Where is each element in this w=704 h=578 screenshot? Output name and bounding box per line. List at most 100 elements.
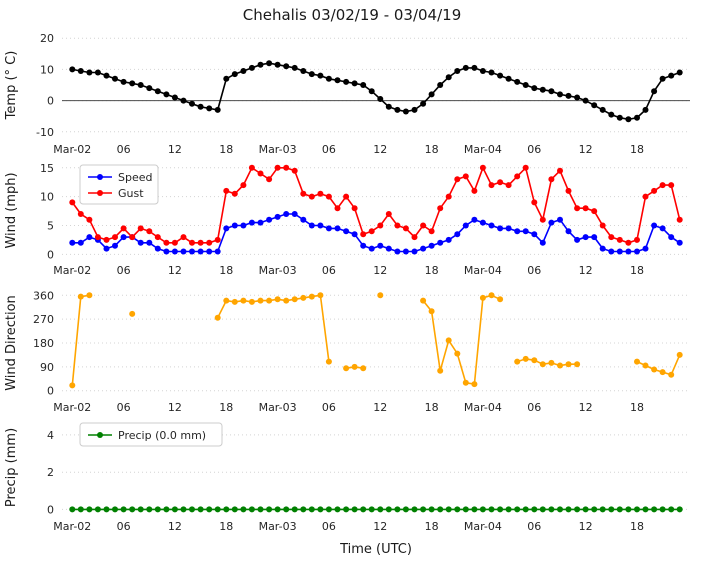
temperature-marker bbox=[69, 66, 76, 73]
temperature-marker bbox=[120, 78, 127, 85]
y-tick-label: 0 bbox=[47, 503, 54, 516]
wind-marker bbox=[180, 234, 187, 241]
temperature-marker bbox=[539, 86, 546, 93]
wind-marker bbox=[189, 248, 195, 255]
wind-marker bbox=[180, 248, 187, 255]
precip-marker bbox=[103, 506, 110, 513]
wind-marker bbox=[274, 164, 281, 171]
temperature-marker bbox=[608, 111, 615, 118]
wind-marker bbox=[248, 164, 255, 171]
wind-direction-marker bbox=[86, 292, 93, 299]
y-tick-label: 2 bbox=[47, 466, 54, 479]
x-tick-label: 18 bbox=[219, 520, 233, 533]
wind-marker bbox=[377, 242, 384, 249]
wind-marker bbox=[360, 231, 367, 238]
y-axis-label-wind: Wind (mph) bbox=[4, 172, 19, 248]
wind-direction-marker bbox=[445, 337, 452, 344]
wind-marker bbox=[548, 176, 555, 183]
temperature-marker bbox=[197, 103, 204, 110]
precip-marker bbox=[548, 506, 555, 513]
wind-marker bbox=[574, 236, 581, 243]
wind-marker bbox=[411, 234, 418, 241]
wind-marker bbox=[522, 164, 529, 171]
wind-marker bbox=[539, 216, 546, 223]
wind-marker bbox=[437, 205, 444, 212]
precip-marker bbox=[274, 506, 281, 513]
precip-marker bbox=[248, 506, 255, 513]
wind-marker bbox=[77, 211, 84, 217]
wind-direction-marker bbox=[531, 357, 538, 364]
wind-marker bbox=[137, 239, 144, 246]
wind-marker bbox=[69, 199, 76, 206]
wind-marker bbox=[240, 182, 247, 189]
temperature-marker bbox=[497, 72, 504, 79]
x-tick-label: Mar-02 bbox=[53, 401, 91, 414]
wind-marker bbox=[616, 248, 623, 255]
wind-marker bbox=[274, 213, 281, 220]
wind-marker bbox=[120, 225, 127, 232]
wind-marker bbox=[616, 236, 623, 243]
wind-direction-marker bbox=[77, 293, 84, 300]
wind-direction-marker bbox=[248, 298, 255, 305]
wind-marker bbox=[505, 182, 512, 189]
wind-marker bbox=[300, 190, 307, 197]
x-tick-label: 12 bbox=[168, 264, 182, 277]
precip-marker bbox=[505, 506, 512, 513]
y-tick-label: 0 bbox=[47, 248, 54, 261]
wind-marker bbox=[120, 234, 127, 241]
legend-marker-sample bbox=[97, 174, 103, 180]
precip-marker bbox=[214, 506, 221, 513]
wind-direction-marker bbox=[539, 361, 546, 368]
wind-marker bbox=[557, 216, 563, 223]
wind-marker bbox=[231, 190, 238, 197]
wind-marker bbox=[462, 173, 469, 180]
x-tick-label: 12 bbox=[579, 401, 593, 414]
legend-marker-sample bbox=[97, 190, 103, 196]
wind-marker bbox=[599, 222, 606, 229]
temperature-marker bbox=[112, 75, 118, 82]
wind-marker bbox=[539, 239, 546, 246]
wind-marker bbox=[608, 248, 615, 255]
temperature-marker bbox=[642, 106, 649, 113]
wind-direction-marker bbox=[420, 297, 427, 304]
x-tick-label: 18 bbox=[630, 143, 644, 156]
wind-marker bbox=[223, 187, 230, 194]
x-tick-label: 06 bbox=[527, 520, 541, 533]
y-tick-label: 10 bbox=[40, 63, 54, 76]
x-tick-label: 12 bbox=[579, 264, 593, 277]
temperature-marker bbox=[317, 72, 324, 79]
wind-direction-marker bbox=[129, 310, 136, 317]
x-tick-label: 18 bbox=[425, 264, 439, 277]
x-tick-label: Mar-02 bbox=[53, 520, 91, 533]
wind-marker bbox=[197, 248, 204, 255]
precip-marker bbox=[676, 506, 683, 513]
wind-marker bbox=[402, 225, 409, 232]
precip-marker bbox=[120, 506, 127, 513]
x-tick-label: 18 bbox=[219, 401, 233, 414]
precip-marker bbox=[360, 506, 367, 513]
wind-marker bbox=[497, 179, 504, 186]
temperature-marker bbox=[522, 82, 529, 88]
wind-marker bbox=[171, 248, 178, 255]
temperature-marker bbox=[514, 78, 521, 85]
wind-marker bbox=[334, 225, 341, 232]
wind-direction-marker bbox=[240, 297, 247, 304]
precip-marker bbox=[189, 506, 195, 513]
wind-direction-marker bbox=[522, 355, 529, 362]
wind-marker bbox=[248, 219, 255, 226]
precip-marker bbox=[574, 506, 581, 513]
precip-marker bbox=[659, 506, 666, 513]
subplot-wind-direction: 0 90 180 270 360 Mar-02 06 12 18 Mar-03 06 12 18 Mar-… bbox=[4, 289, 690, 414]
precip-marker bbox=[334, 506, 341, 513]
y-tick-label: 180 bbox=[33, 337, 54, 350]
precip-marker bbox=[479, 506, 486, 513]
x-tick-label: 18 bbox=[630, 401, 644, 414]
precip-marker bbox=[608, 506, 615, 513]
precip-marker bbox=[291, 506, 298, 513]
temperature-marker bbox=[574, 94, 581, 101]
precip-marker bbox=[137, 506, 144, 513]
x-tick-label: 06 bbox=[117, 401, 131, 414]
y-tick-label: 10 bbox=[40, 191, 54, 204]
